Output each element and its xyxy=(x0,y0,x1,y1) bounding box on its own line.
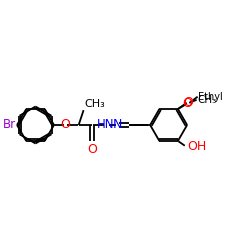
Text: Br: Br xyxy=(3,118,16,132)
Text: Ethyl: Ethyl xyxy=(198,92,223,102)
Text: O: O xyxy=(60,118,70,132)
Text: O: O xyxy=(87,144,97,156)
Text: OH: OH xyxy=(188,140,207,153)
Text: O: O xyxy=(182,97,192,110)
Text: O: O xyxy=(183,96,193,109)
Text: CH₃: CH₃ xyxy=(84,99,105,109)
Text: N: N xyxy=(113,118,122,132)
Text: HN: HN xyxy=(97,118,114,132)
Text: CH₃: CH₃ xyxy=(197,95,216,105)
